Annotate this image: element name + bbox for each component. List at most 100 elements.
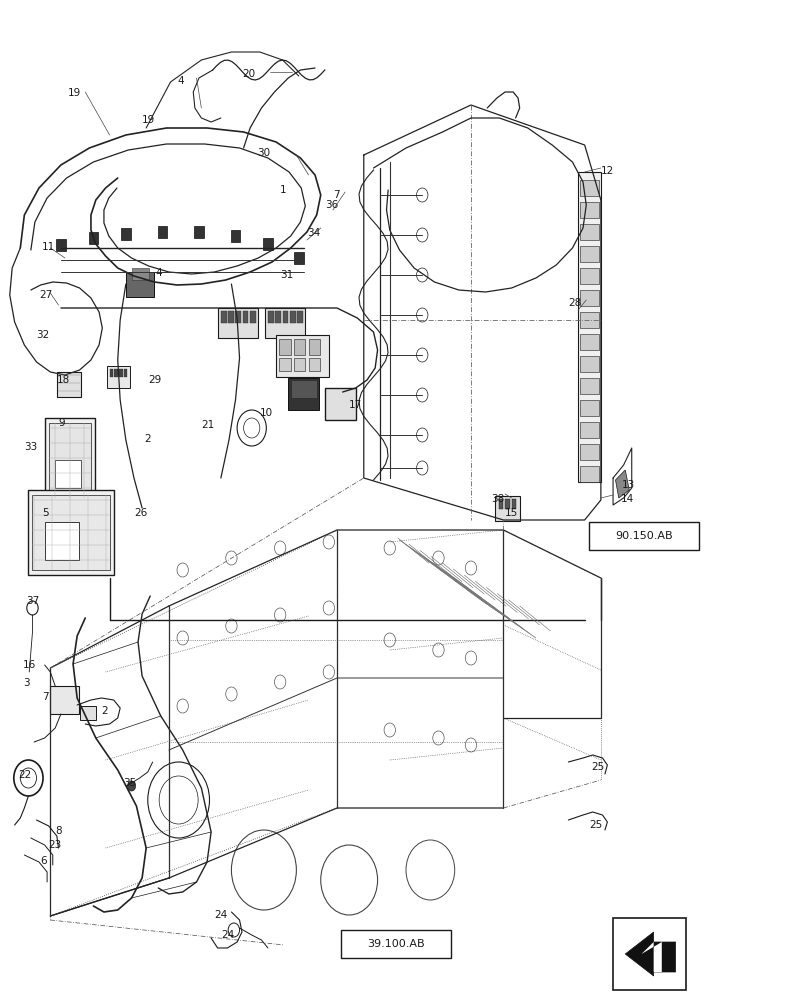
Text: 4: 4	[177, 76, 183, 86]
Bar	[49, 423, 91, 498]
Text: 21: 21	[201, 420, 214, 430]
Text: 2: 2	[101, 706, 108, 716]
Text: 30: 30	[257, 148, 270, 158]
Bar	[217, 308, 258, 338]
Bar	[294, 252, 303, 264]
Bar	[264, 308, 305, 338]
Text: 7: 7	[42, 692, 49, 702]
Bar	[282, 311, 288, 323]
Text: 4: 4	[156, 268, 162, 278]
Text: 24: 24	[221, 930, 234, 940]
Text: 11: 11	[42, 242, 55, 252]
Bar	[124, 369, 127, 377]
Polygon shape	[624, 932, 675, 976]
Text: 20: 20	[242, 69, 255, 79]
Text: 39.100.AB: 39.100.AB	[367, 939, 424, 949]
Text: 8: 8	[55, 826, 62, 836]
Bar	[579, 180, 599, 196]
Text: 36: 36	[324, 200, 337, 210]
Text: 18: 18	[57, 375, 70, 385]
Bar	[32, 495, 109, 570]
Text: 16: 16	[23, 660, 36, 670]
Bar	[294, 339, 305, 355]
Bar	[495, 496, 519, 521]
Bar	[28, 490, 114, 575]
Bar	[290, 380, 316, 398]
Text: 25: 25	[589, 820, 602, 830]
Bar	[579, 356, 599, 372]
Bar	[279, 339, 290, 355]
Text: 14: 14	[620, 494, 633, 504]
Text: 13: 13	[621, 480, 634, 490]
Bar	[157, 226, 167, 238]
Bar	[268, 311, 273, 323]
Text: 25: 25	[590, 762, 603, 772]
Bar	[235, 311, 241, 323]
Bar	[242, 311, 248, 323]
Bar	[294, 358, 305, 371]
Text: 32: 32	[36, 330, 49, 340]
Text: 2: 2	[144, 434, 151, 444]
Bar	[579, 224, 599, 240]
Text: 37: 37	[26, 596, 39, 606]
Text: 38: 38	[491, 494, 504, 504]
Circle shape	[127, 781, 135, 791]
Text: 12: 12	[600, 166, 613, 176]
Bar	[511, 499, 516, 509]
Bar	[612, 918, 685, 990]
Text: 24: 24	[214, 910, 227, 920]
Text: 6: 6	[41, 856, 47, 866]
Text: 7: 7	[333, 190, 339, 200]
Text: 31: 31	[280, 270, 293, 280]
Bar	[107, 366, 130, 388]
Bar	[324, 388, 355, 420]
Bar	[579, 400, 599, 416]
Polygon shape	[641, 942, 661, 972]
Bar	[579, 268, 599, 284]
Bar	[579, 422, 599, 438]
Text: 34: 34	[307, 228, 320, 238]
Bar	[56, 239, 66, 251]
Bar	[341, 930, 451, 958]
Bar	[126, 272, 154, 297]
Text: 22: 22	[18, 770, 31, 780]
Text: 29: 29	[148, 375, 161, 385]
Text: 19: 19	[67, 88, 80, 98]
Bar	[121, 228, 131, 240]
Bar	[276, 335, 328, 377]
Text: 1: 1	[280, 185, 286, 195]
Bar	[50, 686, 79, 714]
Bar	[79, 706, 96, 720]
Bar	[290, 311, 295, 323]
Bar	[579, 246, 599, 262]
Text: 10: 10	[260, 408, 272, 418]
Bar	[589, 522, 697, 550]
Bar	[45, 522, 79, 560]
Text: 35: 35	[123, 778, 136, 788]
Bar	[579, 290, 599, 306]
Bar	[498, 499, 503, 509]
Text: 23: 23	[49, 840, 62, 850]
Bar	[504, 499, 509, 509]
Text: 15: 15	[504, 508, 517, 518]
Text: 33: 33	[24, 442, 37, 452]
Bar	[45, 418, 95, 503]
Bar	[194, 226, 204, 238]
Bar	[131, 268, 149, 280]
Bar	[579, 334, 599, 350]
Bar	[228, 311, 234, 323]
Bar	[221, 311, 226, 323]
Text: 27: 27	[39, 290, 52, 300]
Text: 28: 28	[568, 298, 581, 308]
Bar	[230, 230, 240, 242]
Bar	[114, 369, 118, 377]
Bar	[263, 238, 272, 250]
Text: 26: 26	[134, 508, 147, 518]
Bar	[579, 202, 599, 218]
Text: 17: 17	[349, 400, 362, 410]
Bar	[579, 466, 599, 482]
Bar	[579, 312, 599, 328]
Text: 9: 9	[58, 418, 65, 428]
Polygon shape	[615, 470, 629, 498]
Text: 19: 19	[142, 115, 155, 125]
